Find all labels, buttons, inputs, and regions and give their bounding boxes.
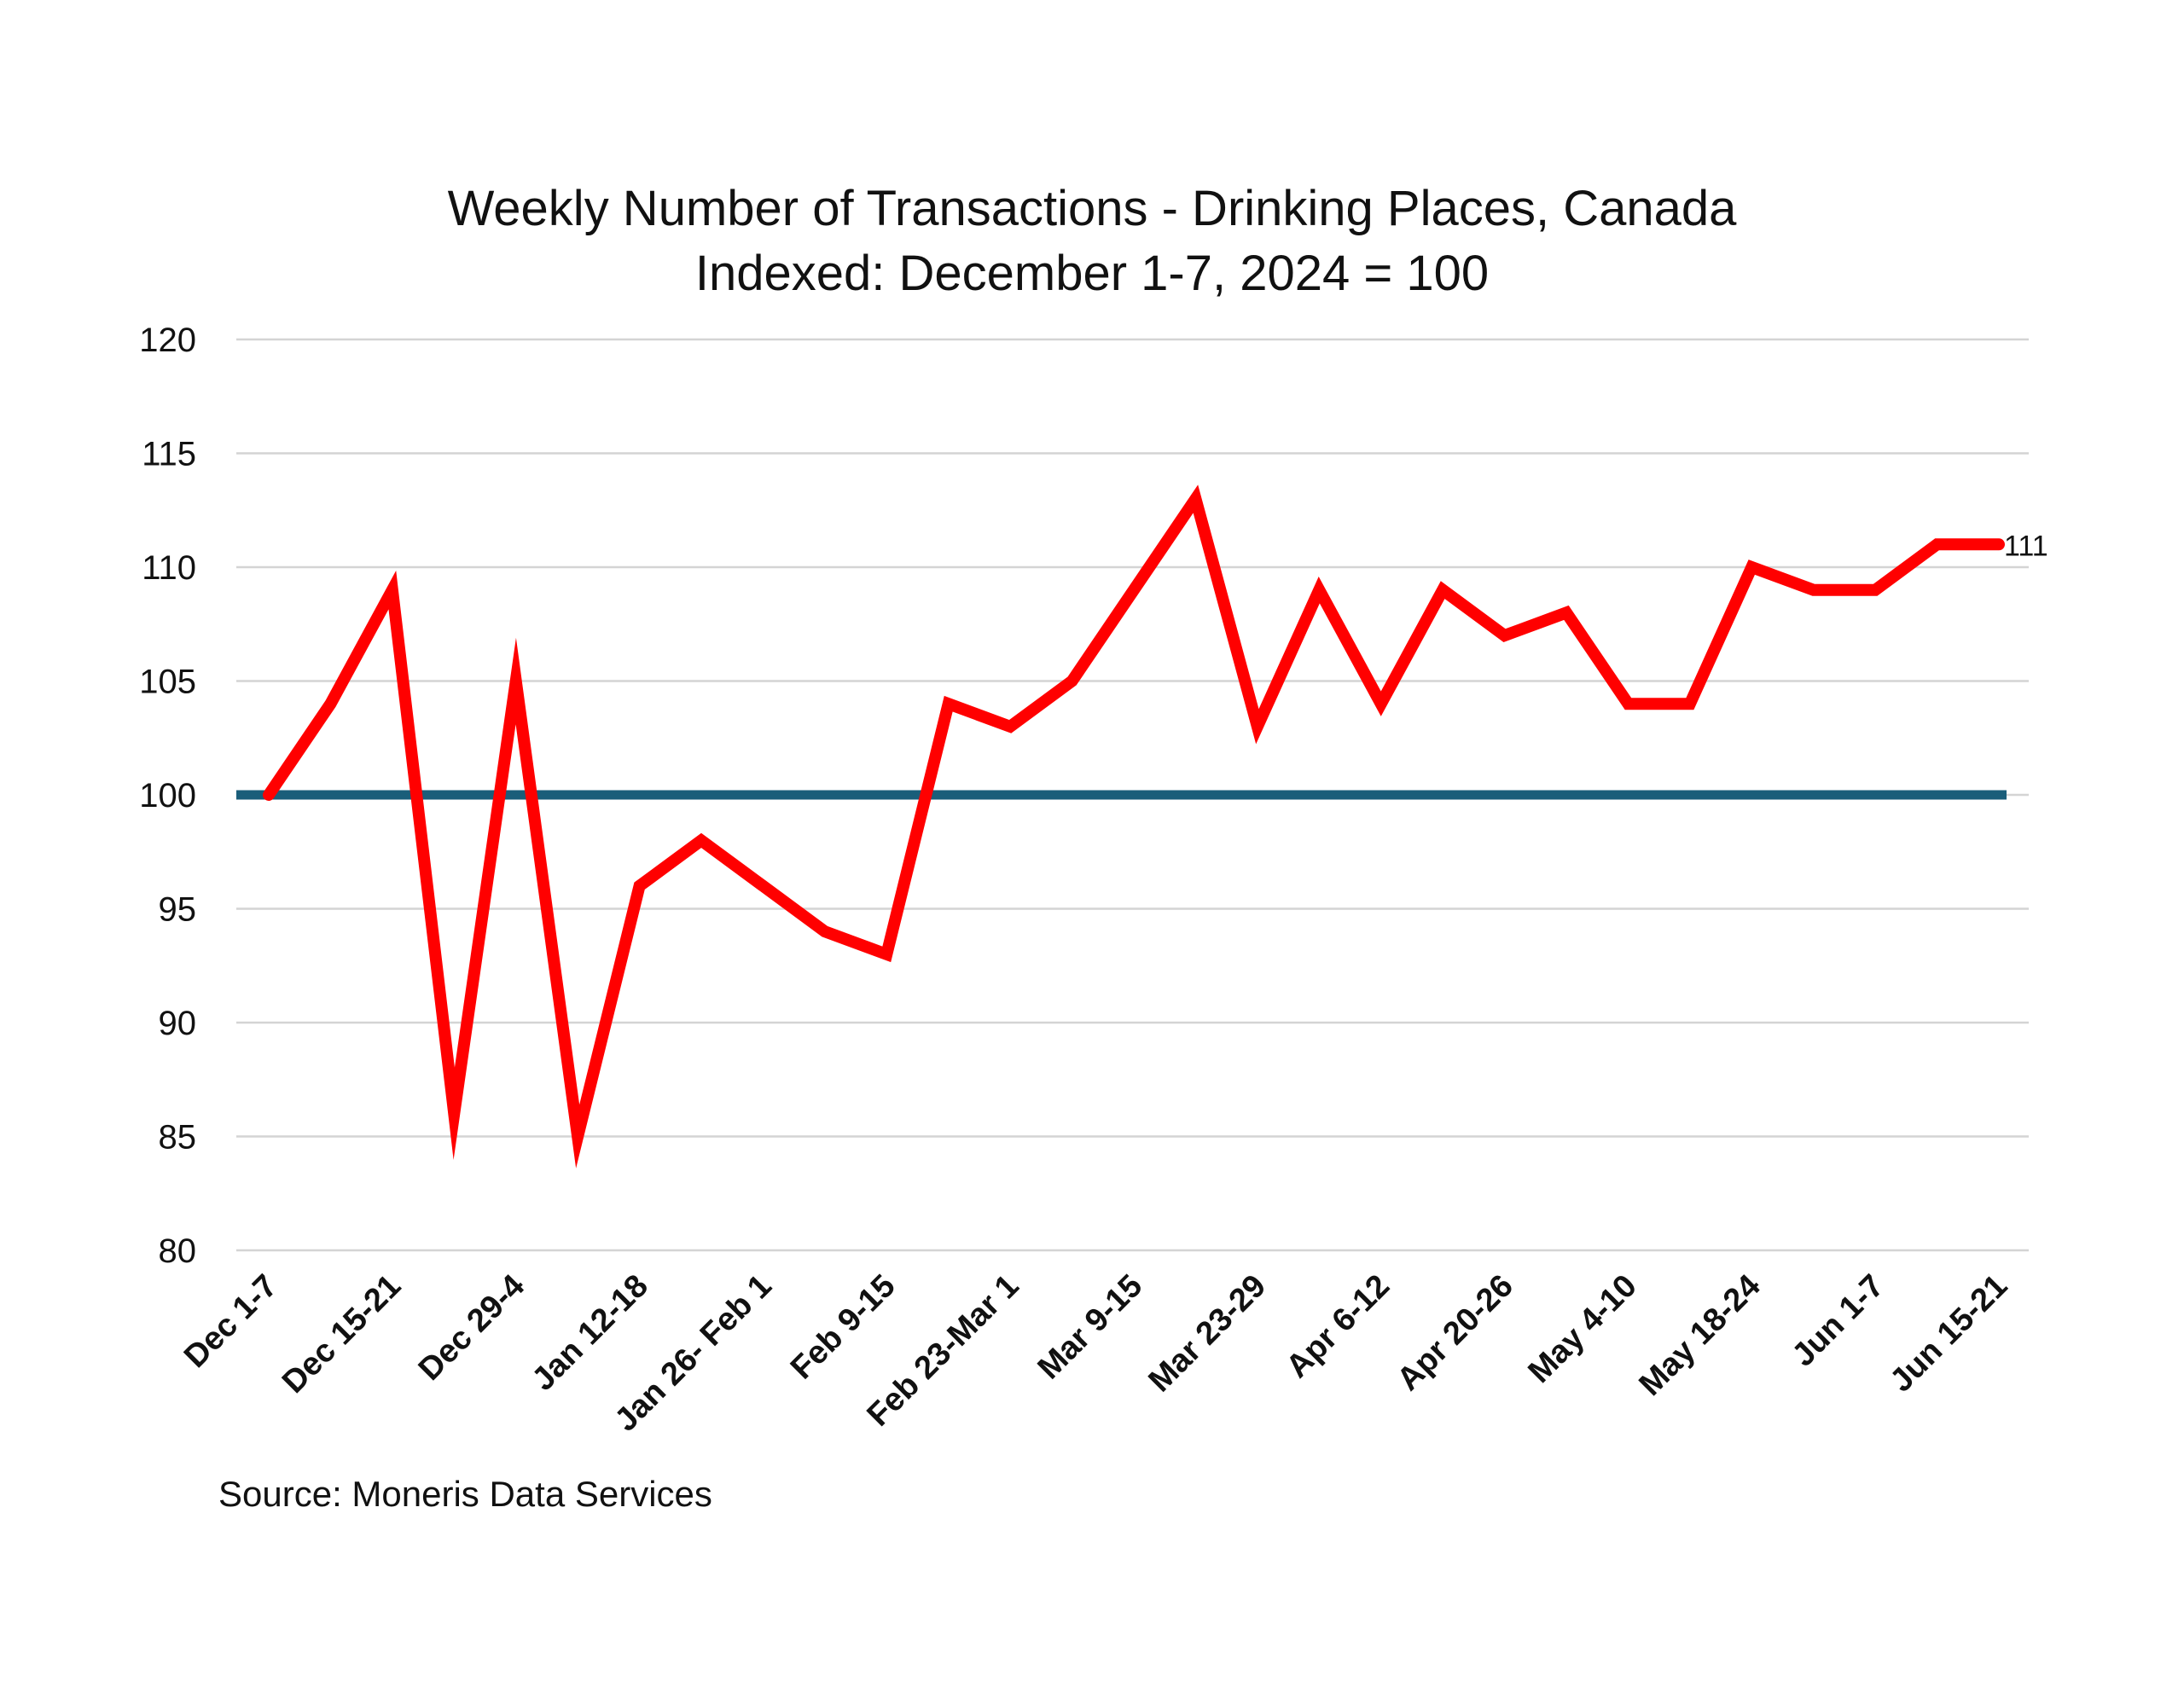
y-tick-label: 85 [159, 1119, 197, 1157]
data-point [268, 794, 270, 796]
data-point [1812, 588, 1815, 591]
x-tick-label: Mar 23-29 [1142, 1268, 1274, 1400]
y-tick-label: 110 [142, 549, 196, 587]
x-tick-label: Dec 15-21 [276, 1268, 408, 1400]
data-point [1627, 703, 1629, 705]
last-value-label: 111 [2004, 530, 2048, 562]
x-tick-label: Mar 9-15 [1031, 1268, 1150, 1387]
y-tick-label: 80 [159, 1232, 197, 1270]
data-point [1503, 635, 1506, 637]
y-tick-label: 90 [159, 1005, 197, 1042]
x-tick-label: May 18-24 [1632, 1268, 1767, 1403]
data-point [453, 1112, 456, 1115]
x-tick-label: Dec 29-4 [412, 1268, 531, 1388]
data-point [1256, 725, 1258, 728]
data-point [1751, 566, 1753, 568]
y-axis-ticks: 80 85 90 95 100 105 110 115 120 [139, 322, 196, 1270]
data-point [762, 884, 764, 887]
data-point [329, 703, 332, 705]
y-tick-label: 100 [139, 777, 196, 815]
data-point [1194, 497, 1197, 500]
data-point [1936, 543, 1938, 546]
y-tick-label: 95 [159, 891, 197, 929]
source-note: Source: Moneris Data Services [218, 1474, 712, 1514]
y-tick-label: 115 [142, 436, 196, 473]
y-tick-label: 105 [139, 664, 196, 701]
data-point [823, 930, 826, 933]
x-tick-label: Jun 15-21 [1884, 1268, 2015, 1400]
data-point [1071, 680, 1073, 682]
data-point [577, 1135, 579, 1138]
data-point [1133, 588, 1135, 591]
data-point [1442, 588, 1444, 591]
x-tick-label: Apr 20-26 [1391, 1268, 1520, 1398]
data-point [1380, 703, 1382, 705]
data-point [1565, 612, 1567, 614]
x-tick-label: Feb 9-15 [784, 1268, 903, 1387]
data-point [391, 588, 393, 591]
data-point [1318, 588, 1321, 591]
y-tick-label: 120 [139, 322, 196, 359]
chart-title: Weekly Number of Transactions - Drinking… [448, 181, 1738, 236]
data-point [638, 884, 641, 887]
data-point [886, 953, 888, 955]
data-labels: 111 [2004, 530, 2048, 562]
data-point [1874, 588, 1877, 591]
x-tick-label: Apr 6-12 [1280, 1268, 1397, 1385]
data-point [1998, 543, 2000, 546]
x-tick-label: Dec 1-7 [177, 1268, 284, 1375]
data-point [1688, 703, 1691, 705]
x-tick-label: Jun 1-7 [1786, 1268, 1891, 1374]
x-tick-label: May 4-10 [1522, 1268, 1644, 1390]
data-point [700, 839, 702, 842]
transactions-series-line [263, 484, 2005, 1168]
data-point [514, 680, 517, 682]
series-lines [236, 484, 2007, 1168]
chart-subtitle: Indexed: December 1-7, 2024 = 100 [695, 246, 1489, 301]
data-point [947, 703, 950, 705]
data-point [1009, 725, 1012, 728]
x-tick-label: Jan 12-18 [526, 1268, 655, 1398]
